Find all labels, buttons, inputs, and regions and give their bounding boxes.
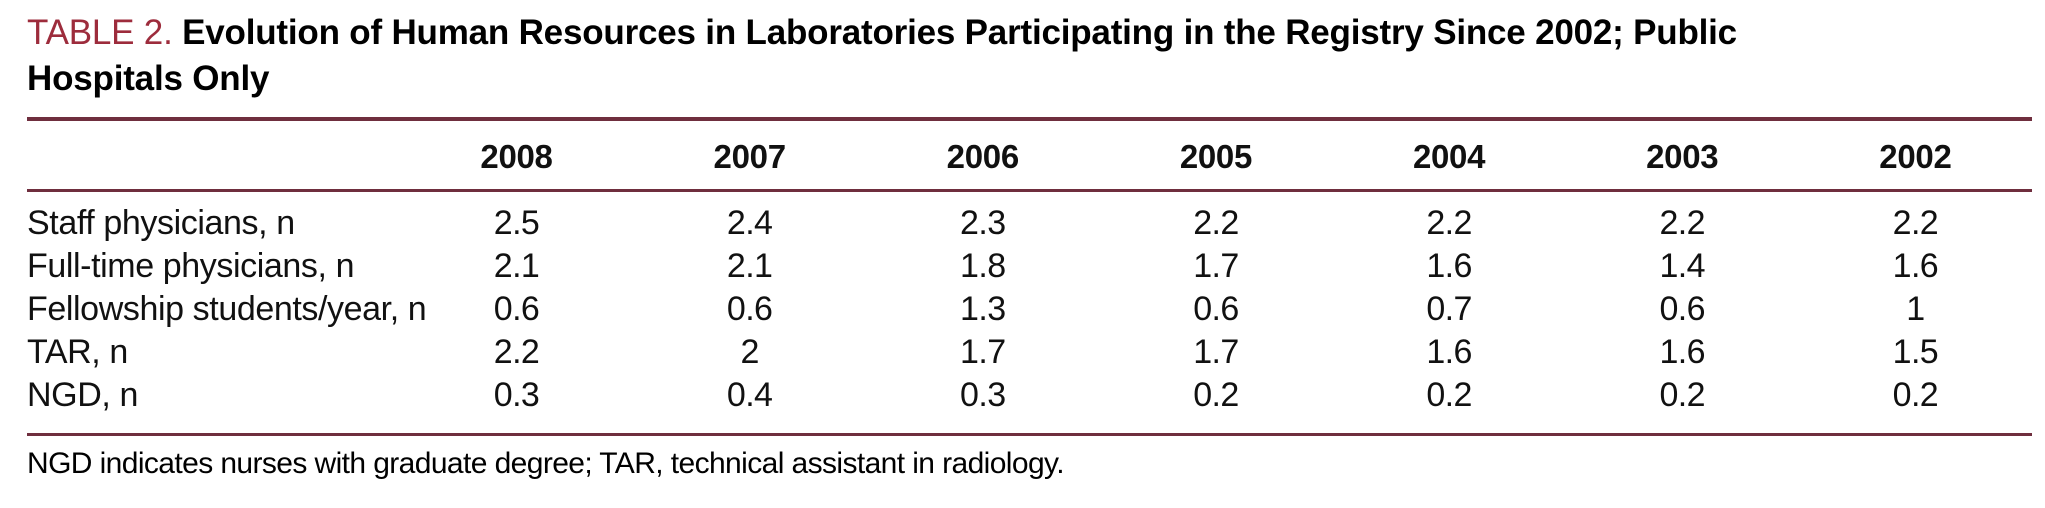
table-row: Staff physicians, n 2.5 2.4 2.3 2.2 2.2 … — [27, 191, 2032, 246]
cell-value: 0.2 — [1659, 376, 1705, 414]
cell-value: 1.6 — [1892, 247, 1939, 285]
cell-value: 0.4 — [726, 376, 773, 414]
cell-value: 0.2 — [1426, 376, 1472, 414]
table-row: Full-time physicians, n 2.1 2.1 1.8 1.7 … — [27, 245, 2032, 288]
cell-value: 0.2 — [1193, 376, 1239, 414]
cell-value: 2.2 — [1193, 204, 1239, 242]
cell-value: 2.4 — [726, 204, 773, 242]
cell-value: 0.2 — [1892, 376, 1939, 414]
row-label-fellowship-students: Fellowship students/year, n — [27, 290, 427, 328]
human-resources-table: 2008 2007 2006 2005 2004 2003 2002 Staff… — [27, 117, 2032, 436]
cell-value: 2.5 — [493, 204, 540, 242]
cell-value: 0.3 — [493, 376, 540, 414]
column-header-2005: 2005 — [1099, 119, 1333, 192]
table-footnote: NGD indicates nurses with graduate degre… — [27, 447, 1065, 480]
cell-value: 2.2 — [1426, 204, 1472, 242]
cell-value: 1.6 — [1659, 333, 1705, 371]
table-number-label: TABLE 2. — [27, 13, 173, 52]
column-header-2008: 2008 — [399, 119, 634, 192]
column-header-2003: 2003 — [1565, 119, 1799, 192]
cell-value: 0.6 — [1659, 290, 1705, 328]
row-label-tar: TAR, n — [27, 333, 128, 371]
column-header-2004: 2004 — [1332, 119, 1566, 192]
table-title-line2: Hospitals Only — [27, 58, 270, 98]
cell-value: 1.6 — [1426, 333, 1472, 371]
cell-value: 1.7 — [1193, 247, 1239, 285]
cell-value: 2.1 — [726, 247, 773, 285]
column-header-2002: 2002 — [1798, 119, 2032, 192]
cell-value: 0.6 — [1193, 290, 1239, 328]
cell-value: 2.2 — [1892, 204, 1939, 242]
cell-value: 2 — [740, 333, 759, 371]
table-row: Fellowship students/year, n 0.6 0.6 1.3 … — [27, 288, 2032, 331]
table-row: TAR, n 2.2 2 1.7 1.7 1.6 1.6 1.5 — [27, 331, 2032, 374]
cell-value: 1.7 — [960, 333, 1006, 371]
table-title-line1: Evolution of Human Resources in Laborato… — [182, 13, 1737, 52]
column-header-2007: 2007 — [633, 119, 867, 192]
cell-value: 0.6 — [726, 290, 773, 328]
cell-value: 1.3 — [960, 290, 1006, 328]
cell-value: 1.8 — [960, 247, 1006, 285]
paper-table-page: TABLE 2. Evolution of Human Resources in… — [27, 10, 2032, 480]
row-label-ngd: NGD, n — [27, 376, 138, 414]
row-label-full-time-physicians: Full-time physicians, n — [27, 247, 355, 285]
cell-value: 2.2 — [493, 333, 540, 371]
cell-value: 2.3 — [960, 204, 1006, 242]
corner-cell — [27, 119, 400, 192]
cell-value: 0.6 — [493, 290, 540, 328]
cell-value: 1.7 — [1193, 333, 1239, 371]
column-header-2006: 2006 — [866, 119, 1100, 192]
cell-value: 1.4 — [1659, 247, 1705, 285]
table-title: TABLE 2. Evolution of Human Resources in… — [27, 10, 2032, 101]
cell-value: 0.7 — [1426, 290, 1472, 328]
row-label-staff-physicians: Staff physicians, n — [27, 204, 295, 242]
table-header-row: 2008 2007 2006 2005 2004 2003 2002 — [27, 119, 2032, 192]
cell-value: 1.5 — [1892, 333, 1939, 371]
cell-value: 2.1 — [493, 247, 540, 285]
cell-value: 1 — [1906, 290, 1925, 328]
table-row: NGD, n 0.3 0.4 0.3 0.2 0.2 0.2 0.2 — [27, 374, 2032, 435]
cell-value: 2.2 — [1659, 204, 1705, 242]
cell-value: 0.3 — [960, 376, 1006, 414]
cell-value: 1.6 — [1426, 247, 1472, 285]
